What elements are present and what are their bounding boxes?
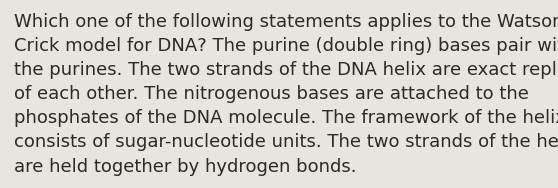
Text: consists of sugar-nucleotide units. The two strands of the helix: consists of sugar-nucleotide units. The … <box>14 133 558 152</box>
Text: the purines. The two strands of the DNA helix are exact replicas: the purines. The two strands of the DNA … <box>14 61 558 79</box>
Text: phosphates of the DNA molecule. The framework of the helix: phosphates of the DNA molecule. The fram… <box>14 109 558 127</box>
Text: are held together by hydrogen bonds.: are held together by hydrogen bonds. <box>14 158 357 176</box>
Text: of each other. The nitrogenous bases are attached to the: of each other. The nitrogenous bases are… <box>14 85 529 103</box>
Text: Crick model for DNA? The purine (double ring) bases pair with: Crick model for DNA? The purine (double … <box>14 37 558 55</box>
Text: Which one of the following statements applies to the Watson-: Which one of the following statements ap… <box>14 13 558 31</box>
